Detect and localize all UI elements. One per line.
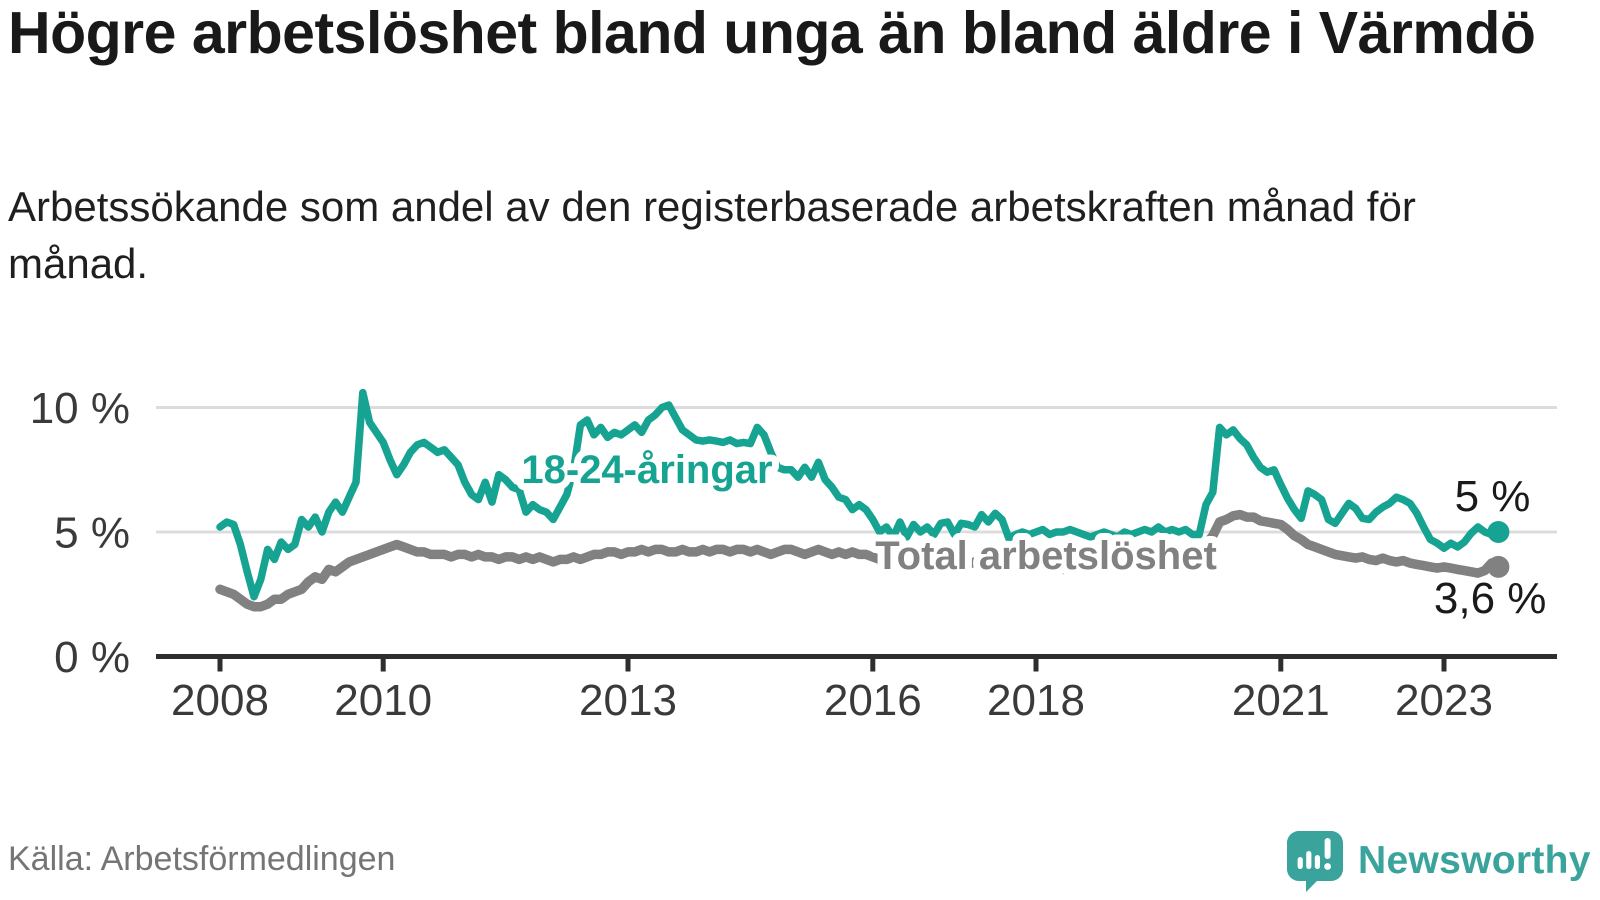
chart-title: Högre arbetslöshet bland unga än bland ä… xyxy=(8,0,1536,66)
x-tick-label: 2021 xyxy=(1232,676,1330,725)
series-label-total: Total arbetslöshet xyxy=(875,534,1217,578)
brand-logo: Newsworthy xyxy=(1286,828,1591,894)
chart-subtitle: Arbetssökande som andel av den registerb… xyxy=(8,183,1416,288)
x-tick-label: 2016 xyxy=(824,676,922,725)
logo-bar-1 xyxy=(1297,857,1303,869)
series-line-youth xyxy=(216,388,1503,601)
series-label-youth: 18-24-åringar xyxy=(521,448,772,492)
end-value-label-total: 3,6 % xyxy=(1434,574,1547,623)
logo-exclamation-dot xyxy=(1324,863,1331,870)
x-tick-label: 2008 xyxy=(171,676,269,725)
logo-bar-3 xyxy=(1314,855,1320,869)
newsworthy-logo-icon xyxy=(1287,831,1343,892)
series-line-total xyxy=(215,509,1504,612)
end-dot-total xyxy=(1487,555,1510,578)
y-tick-label: 0 % xyxy=(54,633,130,682)
brand-name: Newsworthy xyxy=(1358,839,1591,882)
x-tick-label: 2010 xyxy=(334,676,432,725)
y-tick-label: 10 % xyxy=(30,384,130,433)
logo-bar-2 xyxy=(1306,851,1312,869)
source-note: Källa: Arbetsförmedlingen xyxy=(8,840,396,878)
x-tick-label: 2018 xyxy=(987,676,1085,725)
end-value-label-youth: 5 % xyxy=(1455,472,1531,521)
logo-exclamation-bar xyxy=(1324,838,1331,859)
end-dot-youth xyxy=(1487,521,1510,543)
y-tick-label: 5 % xyxy=(54,508,130,557)
x-tick-label: 2023 xyxy=(1395,676,1493,725)
x-tick-label: 2013 xyxy=(579,676,677,725)
